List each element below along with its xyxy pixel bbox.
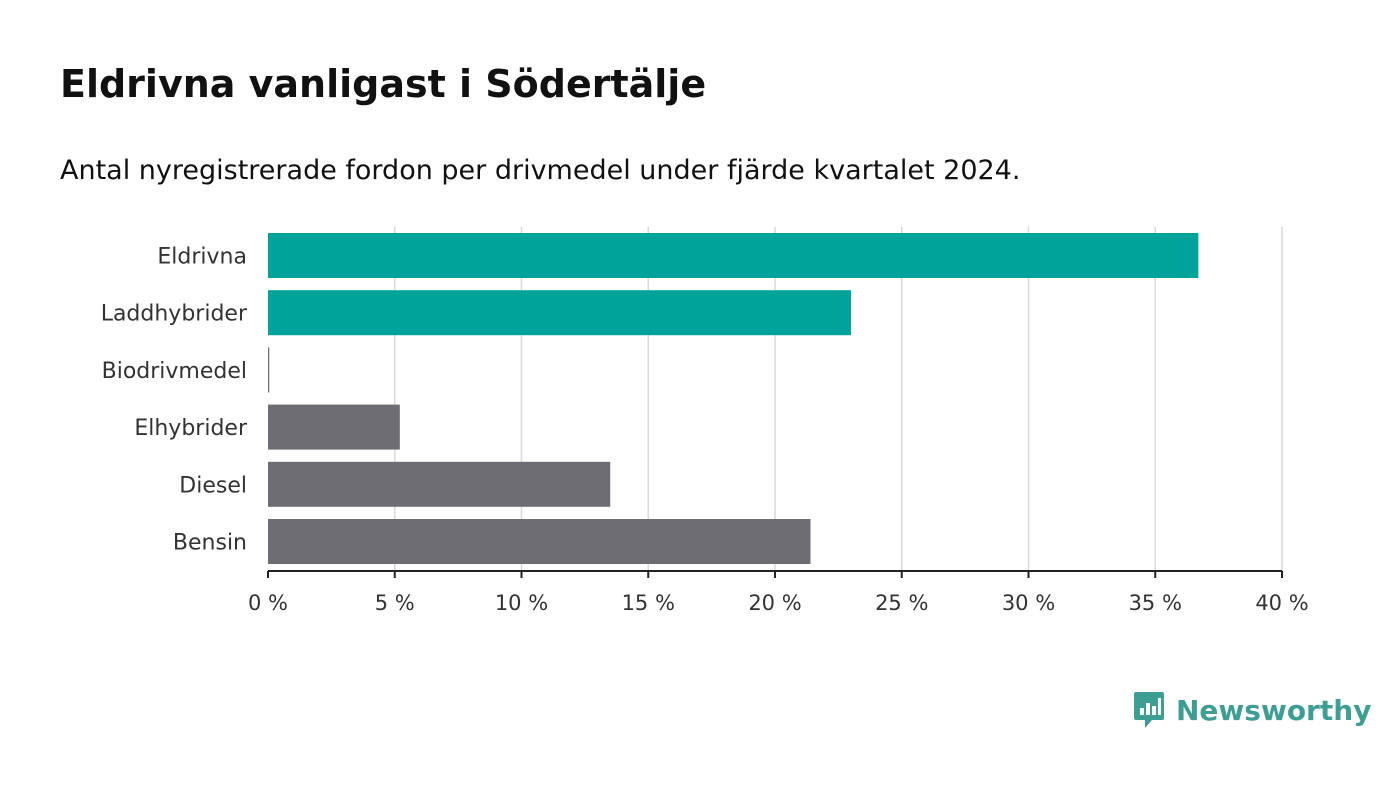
bar-elhybrider: [268, 404, 400, 450]
bar-diesel: [268, 461, 611, 507]
category-label: Bensin: [173, 531, 247, 556]
category-label: Laddhybrider: [101, 302, 248, 327]
chart-speech-bubble-icon: [1134, 692, 1164, 728]
x-tick-label: 35 %: [1129, 591, 1182, 615]
x-tick-label: 40 %: [1255, 591, 1308, 615]
x-tick-label: 5 %: [375, 591, 415, 615]
x-tick-label: 0 %: [248, 591, 288, 615]
chart-title: Eldrivna vanligast i Södertälje: [60, 62, 707, 106]
category-label: Eldrivna: [157, 245, 247, 270]
x-tick-label: 10 %: [495, 591, 548, 615]
brand-name: Newsworthy: [1176, 693, 1372, 727]
x-tick-label: 25 %: [875, 591, 928, 615]
category-label: Biodrivmedel: [102, 359, 247, 384]
bar-eldrivna: [268, 233, 1199, 278]
x-tick-label: 30 %: [1002, 591, 1055, 615]
x-tick-label: 20 %: [748, 591, 801, 615]
category-label: Elhybrider: [134, 416, 248, 441]
bar-bensin: [268, 519, 811, 564]
x-tick-label: 15 %: [622, 591, 675, 615]
chart-subtitle: Antal nyregistrerade fordon per drivmede…: [60, 155, 1021, 186]
brand-logo: Newsworthy: [1132, 690, 1371, 730]
category-label: Diesel: [179, 473, 247, 498]
bar-biodrivmedel: [268, 347, 270, 393]
bar-laddhybrider: [268, 290, 852, 336]
